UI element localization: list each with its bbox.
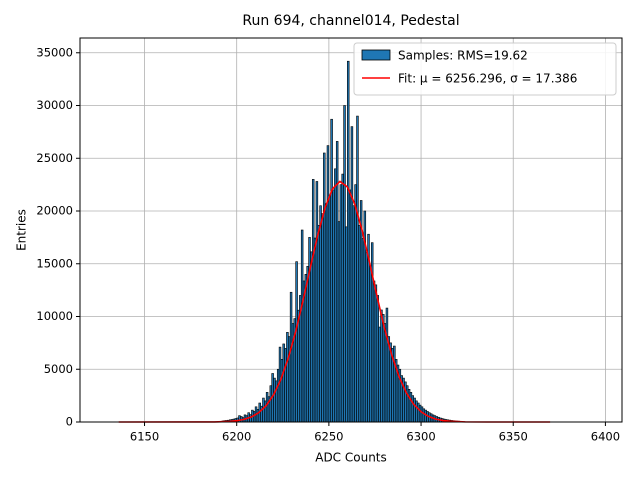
x-tick-label: 6300 — [406, 430, 435, 444]
chart-title: Run 694, channel014, Pedestal — [242, 13, 459, 29]
y-tick-label: 25000 — [36, 151, 73, 165]
y-tick-label: 15000 — [36, 256, 73, 270]
x-tick-label: 6250 — [314, 430, 343, 444]
legend-label: Samples: RMS=19.62 — [398, 49, 528, 63]
axes: 6150 6200 6250 6300 6350 6400 0 5000 10000 15000 2… — [36, 45, 620, 443]
x-axis-label: ADC Counts — [315, 451, 387, 465]
legend-swatch — [361, 49, 391, 61]
fit-line — [118, 180, 551, 423]
legend: Samples: RMS=19.62 Fit: μ = 6256.296, σ =… — [353, 42, 617, 96]
x-tick-label: 6150 — [130, 430, 159, 444]
y-tick-label: 20000 — [36, 204, 73, 218]
y-tick-label: 30000 — [36, 98, 73, 112]
y-tick-label: 10000 — [36, 309, 73, 323]
y-tick-label: 0 — [66, 415, 73, 429]
x-tick-label: 6350 — [499, 430, 528, 444]
legend-box — [353, 42, 617, 96]
y-tick-label: 5000 — [44, 362, 73, 376]
y-tick-label: 35000 — [36, 45, 73, 59]
legend-label: Fit: μ = 6256.296, σ = 17.386 — [398, 72, 577, 86]
x-tick-label: 6200 — [222, 430, 251, 444]
x-tick-label: 6400 — [591, 430, 620, 444]
y-axis-label: Entries — [15, 209, 29, 251]
plot-frame — [79, 37, 623, 423]
